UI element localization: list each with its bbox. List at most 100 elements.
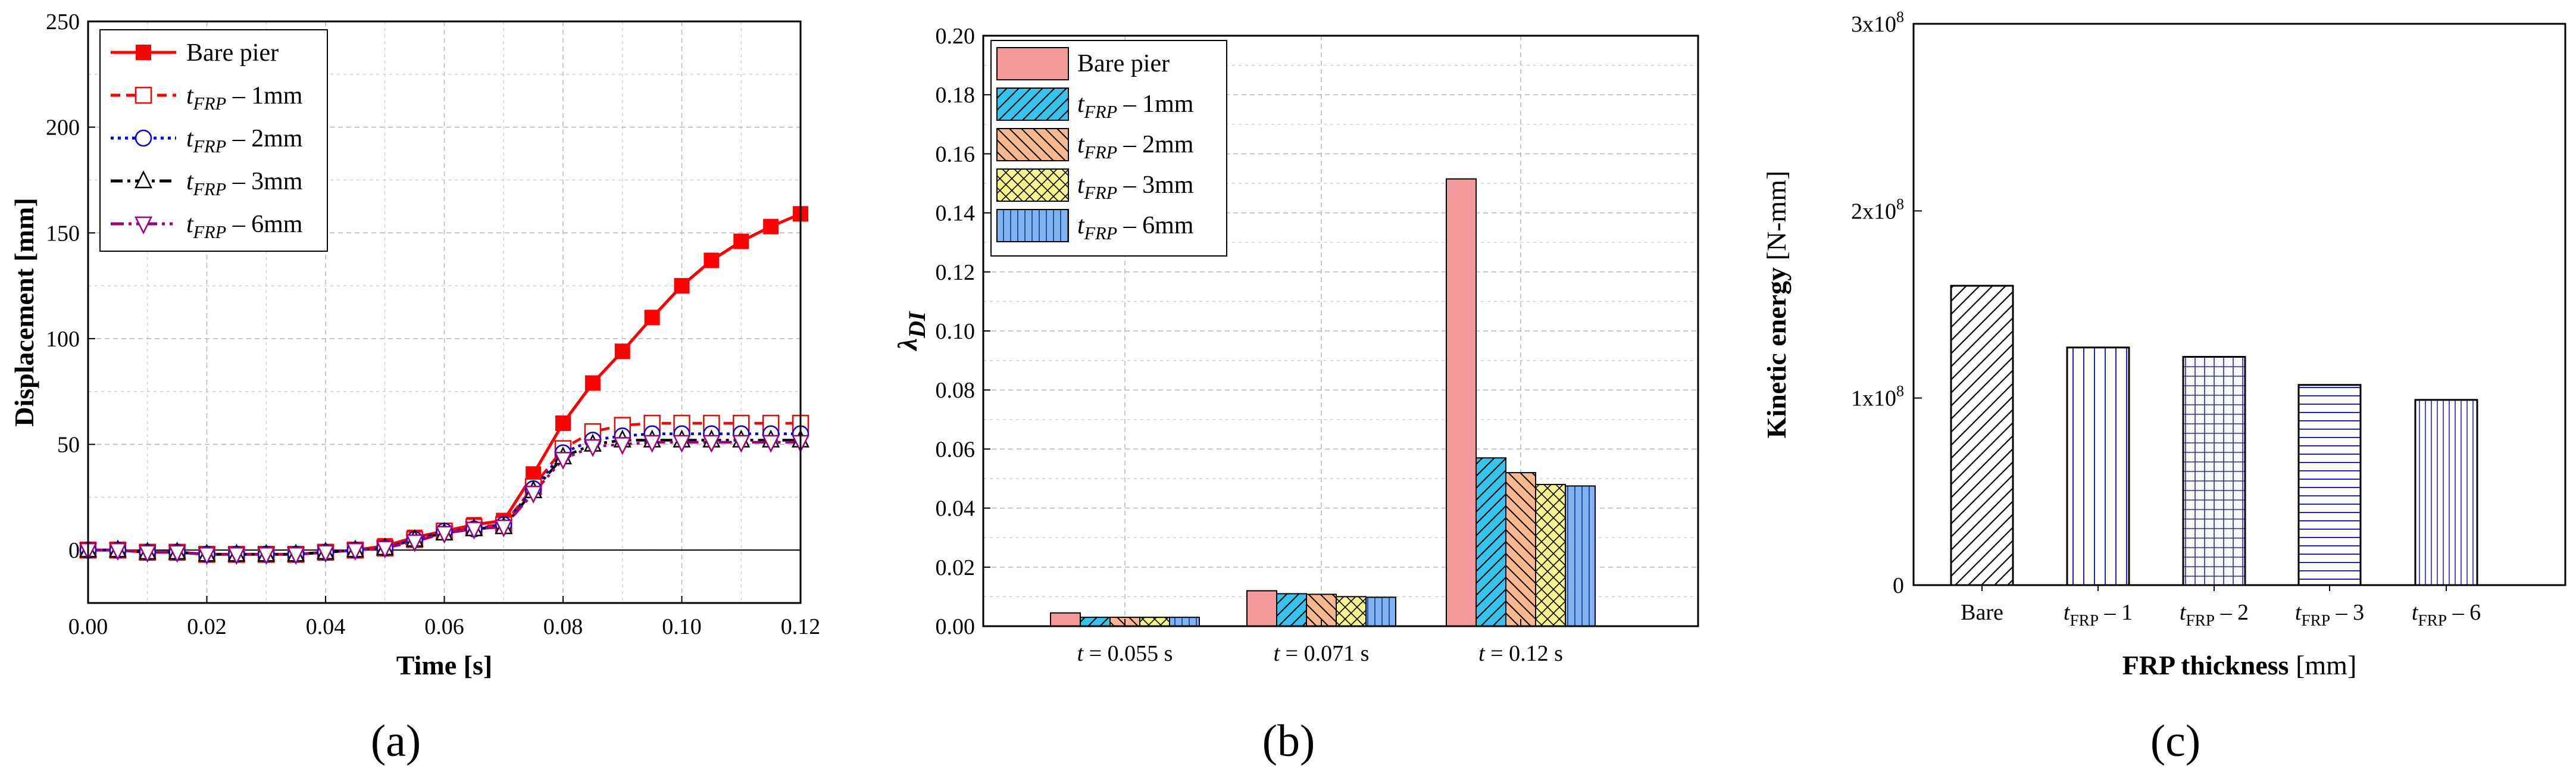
data-point	[465, 521, 483, 540]
legend-swatch-outline	[996, 128, 1069, 161]
plot-frame	[1912, 23, 2566, 586]
panel-label-b: (b)	[1262, 716, 1315, 766]
y-tick-label: 0.04	[936, 496, 976, 521]
y-tick-label: 3x108	[1851, 8, 1904, 37]
x-tick-label: t = 0.071 s	[1274, 641, 1370, 666]
chart-c: 0 1x108 2x108 3x108 Bare tFRP – 1 tFRP – 2 tFRP…	[1761, 8, 2566, 680]
legend-marker	[134, 216, 153, 235]
legend-marker	[135, 129, 152, 147]
legend-marker	[135, 86, 152, 104]
bar-hatch	[1565, 486, 1595, 626]
data-point	[733, 233, 749, 249]
legend-label: Bare pier	[1077, 50, 1170, 77]
x-tick-label: 0.12	[781, 614, 821, 639]
legend-swatch	[997, 48, 1068, 80]
data-point	[198, 547, 216, 565]
x-tick-label: tFRP – 2	[2180, 600, 2249, 629]
bar	[1446, 179, 1476, 626]
x-tick-label: 0.08	[543, 614, 583, 639]
legend-label: tFRP – 3mm	[1077, 171, 1194, 203]
x-tick-label: 0.02	[187, 614, 227, 639]
bar-hatch	[2299, 385, 2361, 585]
legend-swatch-outline	[996, 209, 1069, 242]
legend-label: tFRP – 2mm	[1077, 131, 1194, 162]
bar-hatch	[1277, 593, 1306, 626]
data-point	[644, 310, 660, 326]
legend-label: tFRP – 6mm	[1077, 212, 1194, 243]
y-tick-label: 0.10	[936, 319, 976, 344]
data-point	[643, 435, 661, 453]
data-point	[762, 435, 780, 453]
x-tick-label: 0.10	[662, 614, 702, 639]
chart-a: 0.00 0.02 0.04 0.06 0.08 0.10 0.12 0 50 100 150 200…	[9, 10, 820, 680]
x-tick-label: 0.00	[68, 614, 108, 639]
y-tick-label: 200	[46, 115, 80, 140]
bar-hatch	[1366, 597, 1396, 626]
bar-hatch	[1476, 458, 1506, 626]
y-tick-label: 0.12	[936, 260, 976, 285]
legend-label: tFRP – 2mm	[186, 125, 303, 157]
data-point	[435, 526, 454, 544]
data-point	[702, 435, 721, 453]
x-tick-label: Bare	[1961, 600, 2003, 625]
data-point	[376, 540, 394, 559]
plot-frame	[87, 20, 802, 604]
y-tick-label: 0.08	[936, 378, 976, 403]
x-tick-label: 0.06	[424, 614, 464, 639]
legend-swatch-outline	[996, 88, 1069, 121]
y-axis-label: Kinetic energy [N-mm]	[1761, 171, 1792, 439]
data-point	[346, 542, 364, 561]
data-point	[108, 542, 127, 561]
legend-marker	[136, 45, 151, 60]
x-tick-label: tFRP – 1	[2064, 600, 2133, 629]
legend-label: tFRP – 6mm	[186, 211, 303, 242]
data-point	[405, 534, 424, 552]
y-tick-label: 250	[46, 10, 80, 35]
y-tick-label: 0.18	[936, 83, 976, 108]
data-point	[495, 519, 513, 538]
y-tick-label: 1x108	[1851, 383, 1904, 411]
y-tick-label: 100	[46, 327, 80, 352]
y-tick-label: 0	[68, 538, 80, 563]
y-tick-label: 0.14	[936, 201, 976, 226]
legend-label: tFRP – 1mm	[1077, 90, 1194, 122]
y-tick-label: 150	[46, 221, 80, 246]
x-axis-label: FRP thickness [mm]	[2122, 650, 2357, 680]
legend-marker	[134, 170, 153, 189]
data-point	[524, 486, 543, 504]
y-tick-label: 0.00	[936, 614, 976, 639]
data-point	[613, 437, 632, 455]
data-point	[138, 545, 157, 563]
panel-label-a: (a)	[371, 716, 421, 766]
data-point	[763, 218, 779, 235]
y-tick-label: 50	[57, 433, 80, 458]
bar-hatch	[1536, 484, 1565, 626]
chart-b: 0.00 0.02 0.04 0.06 0.08 0.10 0.12 0.14 0.16 0.18…	[892, 24, 1699, 666]
data-point	[257, 547, 276, 565]
bar-hatch	[1506, 473, 1536, 626]
y-axis-label: λDI	[892, 311, 930, 351]
y-axis-label: Displacement [mm]	[9, 198, 39, 427]
legend-swatch-hatch	[997, 169, 1068, 201]
y-tick-label: 2x108	[1851, 195, 1904, 224]
bar-hatch	[2183, 357, 2245, 585]
bar-hatch	[1336, 596, 1366, 626]
y-tick-label: 0.02	[936, 555, 976, 580]
data-point	[674, 278, 690, 294]
x-tick-label: tFRP – 6	[2412, 600, 2481, 629]
bar-hatch	[1140, 617, 1170, 626]
y-tick-label: 0	[1893, 573, 1904, 598]
data-point	[614, 343, 630, 360]
legend-swatch-outline	[996, 168, 1069, 202]
legend-label: Bare pier	[186, 39, 279, 67]
legend-label: tFRP – 3mm	[186, 168, 303, 199]
data-point	[583, 439, 602, 457]
panel-label-c: (c)	[2150, 716, 2200, 766]
legend-swatch-hatch	[997, 88, 1068, 120]
y-tick-label: 0.06	[936, 437, 976, 462]
legend-swatch-hatch	[997, 129, 1068, 161]
x-tick-label: tFRP – 3	[2295, 600, 2364, 629]
bar	[1051, 612, 1080, 626]
data-point	[704, 252, 720, 268]
